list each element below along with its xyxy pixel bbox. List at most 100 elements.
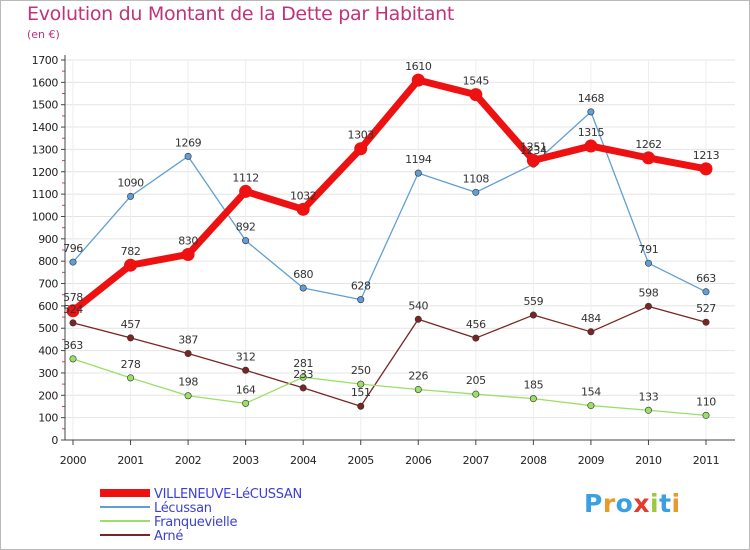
data-point — [242, 399, 250, 407]
data-point — [357, 296, 365, 304]
y-tick-label: 1300 — [32, 143, 59, 156]
y-tick-label: 100 — [38, 412, 58, 425]
data-label: 1032 — [290, 189, 316, 202]
data-label: 1468 — [578, 92, 605, 105]
data-point — [644, 259, 652, 267]
data-point — [184, 152, 192, 160]
data-point — [529, 395, 537, 403]
x-tick-label: 2010 — [635, 454, 662, 467]
data-label: 110 — [696, 395, 716, 408]
data-label: 278 — [121, 358, 141, 371]
data-point — [181, 247, 195, 261]
data-label: 1269 — [175, 136, 202, 149]
x-tick-label: 2005 — [348, 454, 375, 467]
data-label: 527 — [696, 302, 716, 315]
y-tick-label: 200 — [38, 389, 58, 402]
y-tick-label: 300 — [38, 367, 58, 380]
data-point — [124, 258, 138, 272]
data-label: 598 — [639, 286, 659, 299]
data-label: 1303 — [348, 129, 375, 142]
x-tick-label: 2006 — [405, 454, 432, 467]
y-tick-label: 0 — [51, 434, 58, 447]
y-tick-label: 1500 — [32, 99, 59, 112]
data-label: 1251 — [520, 140, 546, 153]
x-tick-label: 2007 — [463, 454, 490, 467]
data-point — [127, 334, 135, 342]
data-label: 457 — [121, 318, 141, 331]
data-point — [644, 302, 652, 310]
data-point — [242, 366, 250, 374]
y-tick-label: 500 — [38, 322, 58, 335]
data-point — [296, 202, 310, 216]
data-label: 151 — [351, 386, 371, 399]
data-point — [414, 315, 422, 323]
data-label: 205 — [466, 374, 486, 387]
data-label: 154 — [581, 386, 601, 399]
data-label: 312 — [236, 350, 256, 363]
x-tick-label: 2004 — [290, 454, 317, 467]
data-point — [127, 192, 135, 200]
x-tick-label: 2009 — [578, 454, 605, 467]
x-tick-label: 2011 — [693, 454, 719, 467]
data-label: 524 — [63, 303, 83, 316]
data-label: 133 — [639, 390, 659, 403]
x-tick-label: 2000 — [60, 454, 87, 467]
data-label: 281 — [293, 357, 313, 370]
data-label: 250 — [351, 364, 371, 377]
data-point — [242, 237, 250, 245]
data-point — [702, 288, 710, 296]
data-label: 782 — [121, 245, 141, 258]
data-label: 1545 — [463, 75, 490, 88]
data-point — [357, 380, 365, 388]
data-label: 387 — [178, 333, 198, 346]
legend-label: Franquevielle — [154, 515, 237, 530]
data-point — [526, 153, 540, 167]
series-line — [72, 305, 707, 407]
data-point — [641, 151, 655, 165]
data-point — [472, 188, 480, 196]
legend-label: Lécussan — [154, 501, 212, 516]
data-label: 540 — [408, 299, 428, 312]
x-tick-label: 2003 — [232, 454, 259, 467]
x-tick-label: 2001 — [117, 454, 143, 467]
data-label: 680 — [293, 268, 313, 281]
data-point — [702, 411, 710, 419]
data-point — [411, 73, 425, 87]
data-label: 185 — [523, 379, 543, 392]
x-tick-label: 2008 — [520, 454, 547, 467]
data-point — [299, 373, 307, 381]
data-label: 830 — [178, 234, 198, 247]
legend-label: VILLENEUVE-LéCUSSAN — [154, 487, 302, 502]
series-line — [72, 111, 707, 301]
data-label: 1090 — [117, 176, 144, 189]
data-point — [184, 349, 192, 357]
data-point — [69, 319, 77, 327]
data-label: 198 — [178, 376, 198, 389]
data-point — [702, 318, 710, 326]
y-tick-label: 400 — [38, 345, 58, 358]
data-label: 1108 — [463, 172, 490, 185]
data-label: 1234 — [520, 144, 547, 157]
data-point — [587, 108, 595, 116]
data-point — [529, 311, 537, 319]
data-point — [587, 402, 595, 410]
data-point — [469, 88, 483, 102]
data-point — [69, 355, 77, 363]
data-label: 456 — [466, 318, 486, 331]
chart-subtitle: (en €) — [27, 28, 60, 41]
y-tick-label: 1600 — [32, 76, 59, 89]
data-label: 233 — [293, 368, 313, 381]
data-point — [357, 402, 365, 410]
data-point — [414, 169, 422, 177]
series-line — [69, 76, 710, 315]
data-point — [699, 162, 713, 176]
data-point — [239, 184, 253, 198]
data-label: 628 — [351, 280, 371, 293]
data-point — [69, 258, 77, 266]
y-tick-label: 800 — [38, 255, 58, 268]
data-label: 578 — [63, 291, 83, 304]
data-label: 1112 — [232, 171, 258, 184]
data-label: 559 — [523, 295, 543, 308]
data-point — [472, 334, 480, 342]
